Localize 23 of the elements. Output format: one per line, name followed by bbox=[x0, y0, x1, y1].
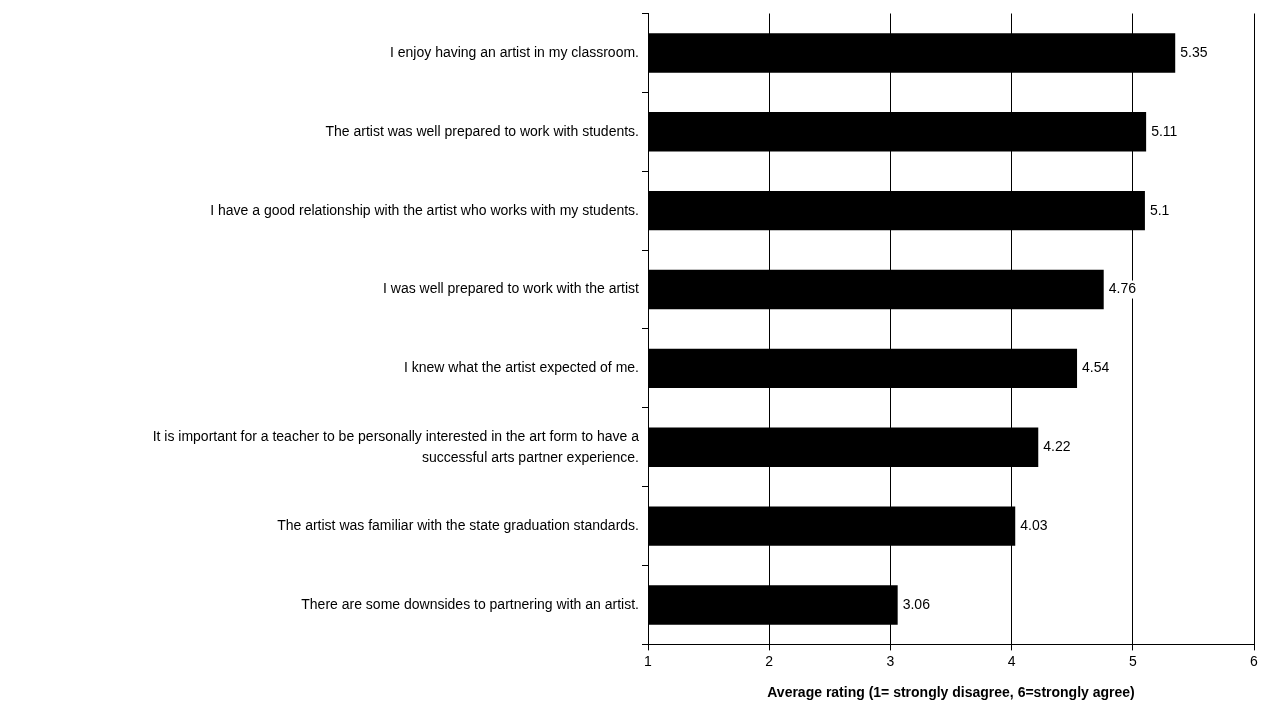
x-tick-label: 5 bbox=[1128, 652, 1137, 669]
x-tick-label: 6 bbox=[1250, 652, 1259, 669]
y-tick-label: There are some downsides to partnering with an artist. bbox=[301, 595, 639, 612]
y-tick-label: I was well prepared to work with the artist bbox=[383, 280, 640, 297]
y-tick-label: It is important for a teacher to be personally interested in the art form to have a successful arts partner experience. bbox=[152, 427, 640, 465]
x-axis-title: Average rating (1= strongly disagree, 6=strongly agree) bbox=[767, 684, 1135, 701]
y-tick-label: I have a good relationship with the artist who works with my students. bbox=[210, 201, 639, 218]
y-tick-label: The artist was familiar with the state graduation standards. bbox=[277, 516, 639, 533]
x-tick-label: 4 bbox=[1007, 652, 1016, 669]
x-tick-label: 1 bbox=[644, 652, 653, 669]
y-tick-label: I enjoy having an artist in my classroom. bbox=[390, 43, 639, 60]
data-label: 4.03 bbox=[1020, 516, 1048, 533]
data-label: 4.76 bbox=[1108, 280, 1137, 297]
data-label: 4.22 bbox=[1043, 438, 1071, 455]
y-tick-label: The artist was well prepared to work with students. bbox=[325, 122, 639, 139]
y-tick-label: I knew what the artist expected of me. bbox=[403, 359, 639, 376]
data-label: 5.1 bbox=[1149, 201, 1170, 218]
data-label: 5.11 bbox=[1151, 122, 1178, 139]
x-tick-label: 3 bbox=[886, 652, 895, 669]
x-tick-label: 2 bbox=[765, 652, 774, 669]
data-label: 3.06 bbox=[902, 595, 931, 612]
data-label: 5.35 bbox=[1180, 43, 1208, 60]
data-label: 4.54 bbox=[1082, 359, 1110, 376]
